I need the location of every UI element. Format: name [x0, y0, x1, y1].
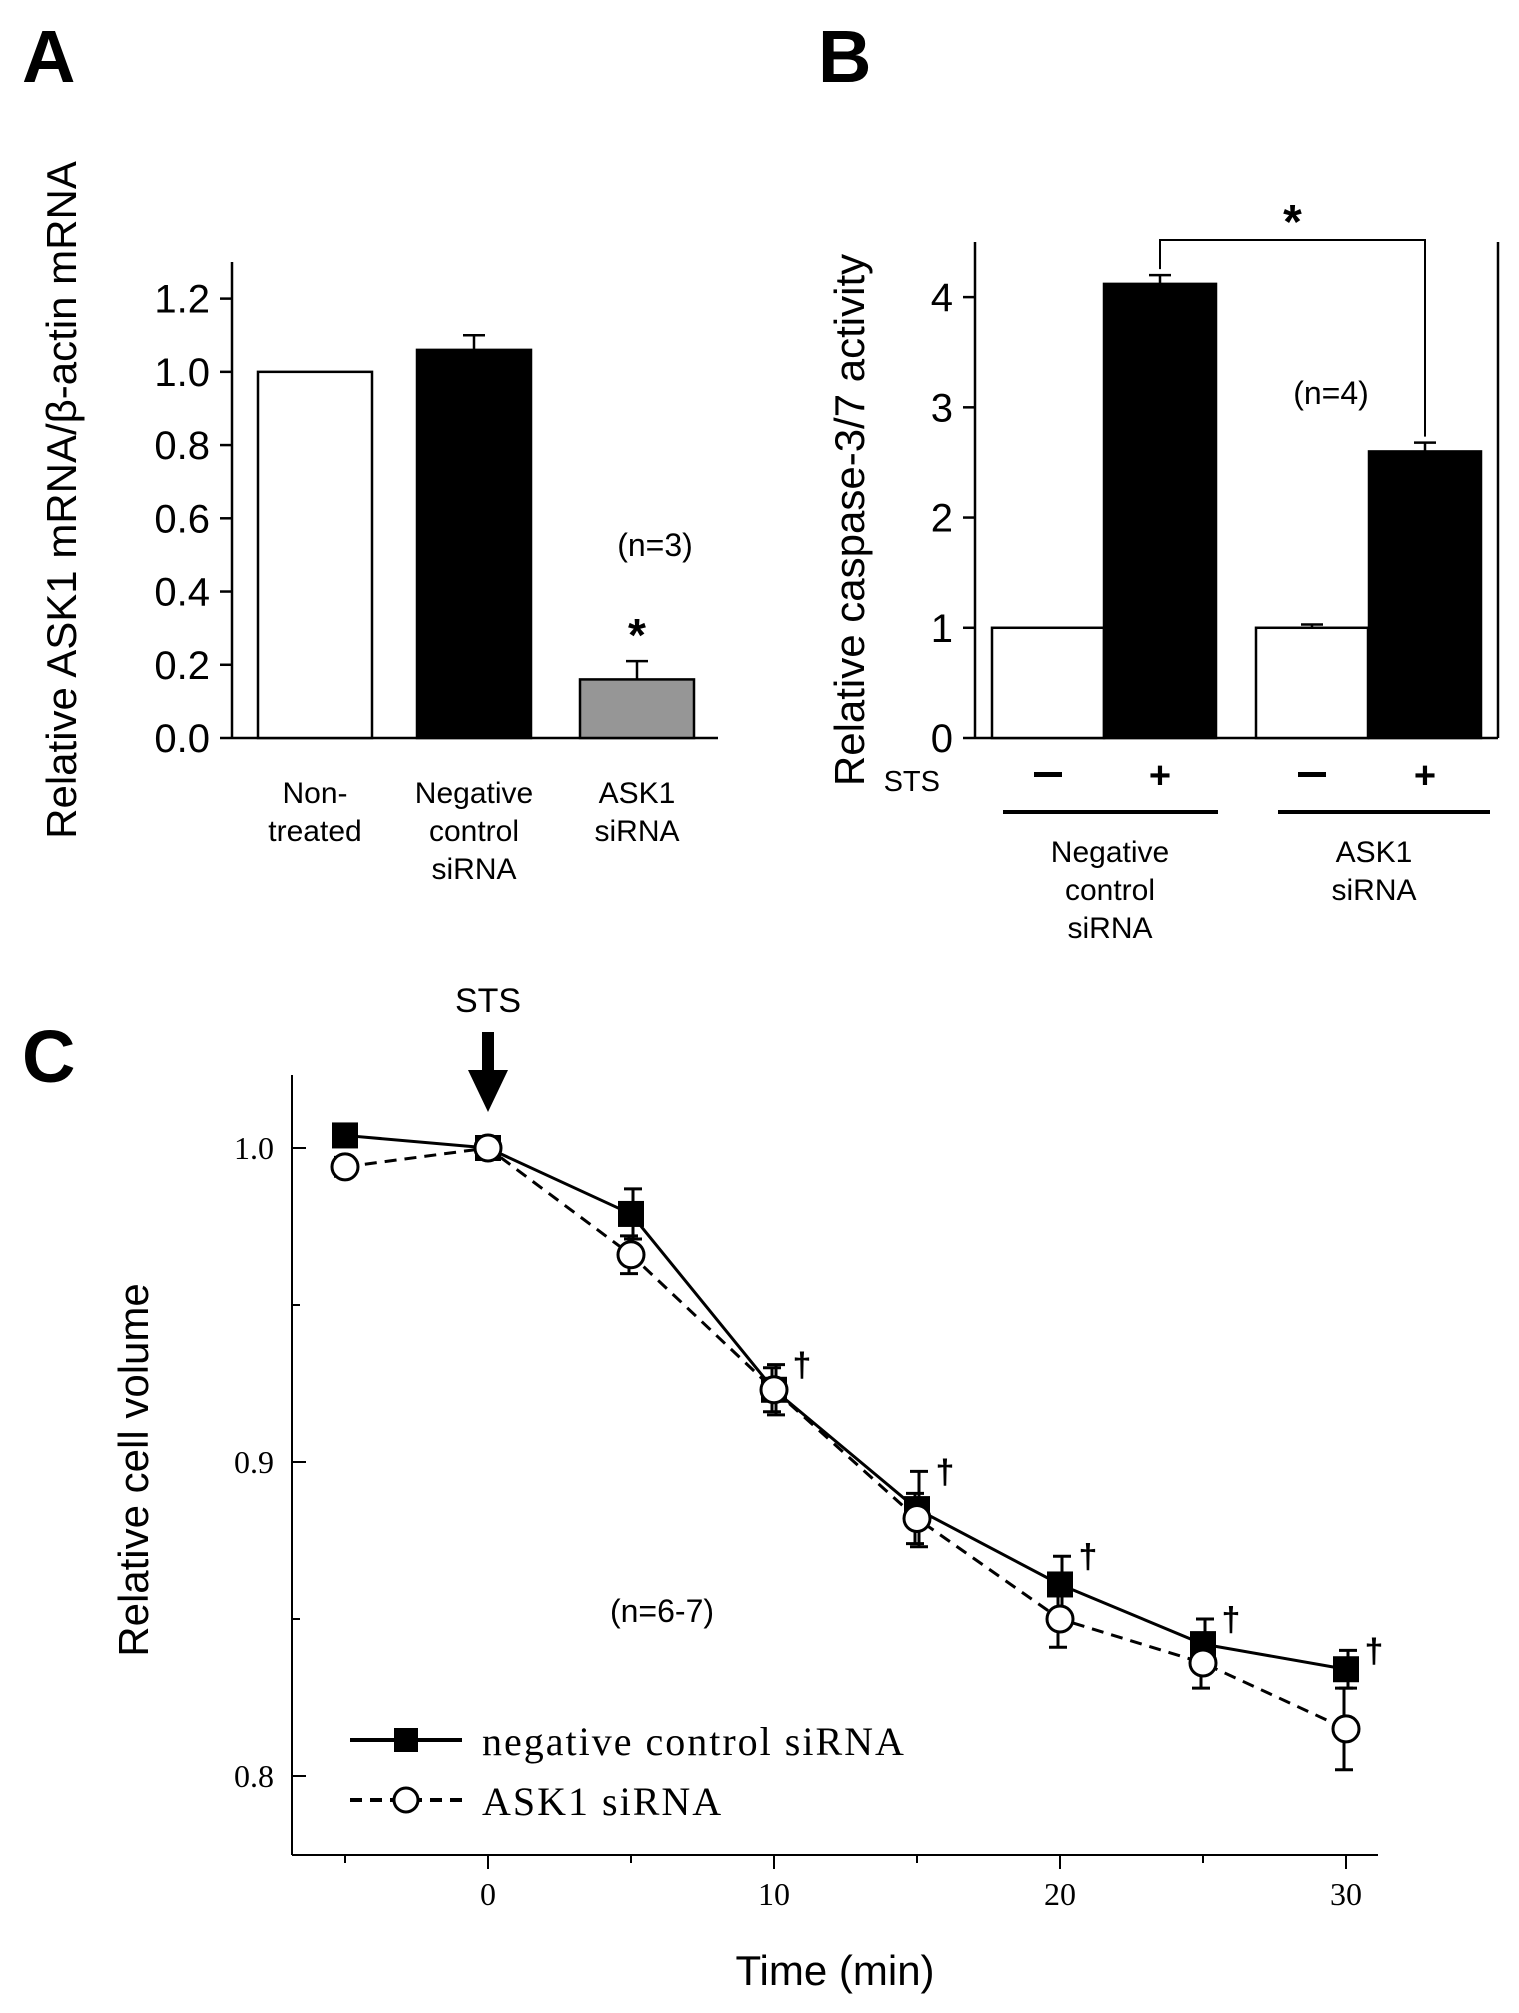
a-y-tick-label: 1.0 — [154, 351, 210, 395]
c-x-axis-title: Time (min) — [735, 1947, 934, 1994]
a-y-tick-label: 0.4 — [154, 571, 210, 615]
c-x-tick-label: 0 — [480, 1876, 496, 1912]
b-bar — [1367, 450, 1483, 740]
b-y-tick-label: 3 — [931, 386, 953, 430]
c-x-tick-label: 10 — [758, 1876, 790, 1912]
b-group-label: control — [1065, 874, 1155, 907]
b-group-label: siRNA — [1067, 912, 1152, 945]
c-arrow-label: STS — [455, 982, 521, 1020]
a-bar — [415, 348, 533, 740]
c-control-marker — [1047, 1571, 1073, 1598]
panel-a-chart: 0.0 0.2 0.4 0.6 0.8 1.0 1.2 Non-treated Negative… — [38, 161, 718, 886]
b-group-label: ASK1 — [1336, 836, 1413, 869]
c-control-marker — [618, 1200, 644, 1227]
c-control-marker — [1333, 1656, 1359, 1683]
panel-label-c: C — [22, 1015, 75, 1098]
c-legend-ask1-label: ASK1 siRNA — [482, 1779, 723, 1824]
a-category-label: siRNA — [594, 815, 679, 848]
a-category-label: ASK1 — [599, 777, 676, 810]
b-treatment-minus — [1298, 772, 1326, 777]
b-y-axis-title: Relative caspase-3/7 activity — [826, 254, 873, 786]
c-legend-ask1-marker — [392, 1786, 420, 1814]
c-y-axis-title: Relative cell volume — [110, 1283, 157, 1657]
b-y-tick-label: 1 — [931, 607, 953, 651]
c-y-tick-label: 1.0 — [234, 1130, 274, 1166]
c-dagger: † — [1222, 1601, 1241, 1639]
b-bar — [1254, 626, 1370, 740]
a-category-label: Negative — [415, 777, 533, 810]
c-arrow-shaft — [482, 1032, 494, 1072]
c-ask1-marker — [1045, 1604, 1075, 1634]
a-bar — [256, 370, 374, 740]
a-category-label: Non- — [282, 777, 347, 810]
panel-c-chart: 0.8 0.9 1.0 0 10 20 30 † † † † † STS (n=6-7) negative … — [110, 982, 1383, 1994]
c-control-marker — [332, 1122, 358, 1149]
c-dagger: † — [793, 1347, 812, 1385]
c-ask1-marker — [616, 1240, 646, 1270]
a-y-tick-label: 0.6 — [154, 497, 210, 541]
c-ask1-marker — [1188, 1648, 1218, 1678]
c-y-tick-label: 0.9 — [234, 1444, 274, 1480]
b-y-tick-label: 4 — [931, 276, 953, 320]
c-dagger: † — [1079, 1538, 1098, 1576]
c-dagger: † — [1365, 1632, 1384, 1670]
a-category-label: siRNA — [431, 853, 516, 886]
a-y-tick-label: 0.0 — [154, 717, 210, 761]
c-legend-control-label: negative control siRNA — [482, 1719, 906, 1764]
b-bar — [1102, 282, 1218, 740]
c-ask1-marker — [759, 1375, 789, 1405]
c-y-tick-label: 0.8 — [234, 1758, 274, 1794]
c-x-tick-label: 30 — [1330, 1876, 1362, 1912]
c-ask1-marker — [330, 1152, 360, 1182]
b-n-label: (n=4) — [1293, 375, 1369, 411]
a-category-label: treated — [268, 815, 361, 848]
c-dagger: † — [936, 1453, 955, 1491]
c-series-ask1-line — [344, 1146, 1347, 1731]
a-y-tick-label: 1.2 — [154, 278, 210, 322]
c-legend-control-marker — [394, 1728, 418, 1752]
a-y-tick-label: 0.8 — [154, 424, 210, 468]
a-y-axis-title: Relative ASK1 mRNA/β-actin mRNA — [38, 161, 85, 839]
panel-label-a: A — [22, 15, 75, 98]
c-ask1-marker — [1331, 1714, 1361, 1744]
b-treatment-plus: + — [1149, 755, 1171, 797]
b-y-tick-label: 2 — [931, 497, 953, 541]
b-significance-bracket — [1159, 239, 1426, 437]
b-y-tick-label: 0 — [931, 717, 953, 761]
a-significance-star: * — [628, 609, 646, 661]
a-y-tick-label: 0.2 — [154, 644, 210, 688]
panel-b-chart: 0 1 2 3 4 + + STS Negative control siRNA ASK1 siRNA *… — [826, 196, 1500, 945]
a-n-label: (n=3) — [617, 527, 693, 563]
c-n-label: (n=6-7) — [610, 1593, 714, 1629]
b-treatment-label: STS — [884, 766, 940, 798]
b-group-label: siRNA — [1331, 874, 1416, 907]
b-bar — [990, 626, 1106, 740]
c-x-tick-label: 20 — [1044, 1876, 1076, 1912]
a-category-label: control — [429, 815, 519, 848]
b-treatment-minus — [1034, 772, 1062, 777]
b-significance-star: * — [1283, 196, 1302, 249]
c-arrow-head — [468, 1070, 508, 1112]
c-series-control-line — [344, 1133, 1347, 1671]
a-bar — [578, 678, 696, 740]
panel-label-b: B — [818, 15, 871, 98]
b-treatment-plus: + — [1414, 755, 1436, 797]
b-group-label: Negative — [1051, 836, 1169, 869]
c-ask1-marker — [473, 1133, 503, 1163]
c-ask1-marker — [902, 1504, 932, 1534]
